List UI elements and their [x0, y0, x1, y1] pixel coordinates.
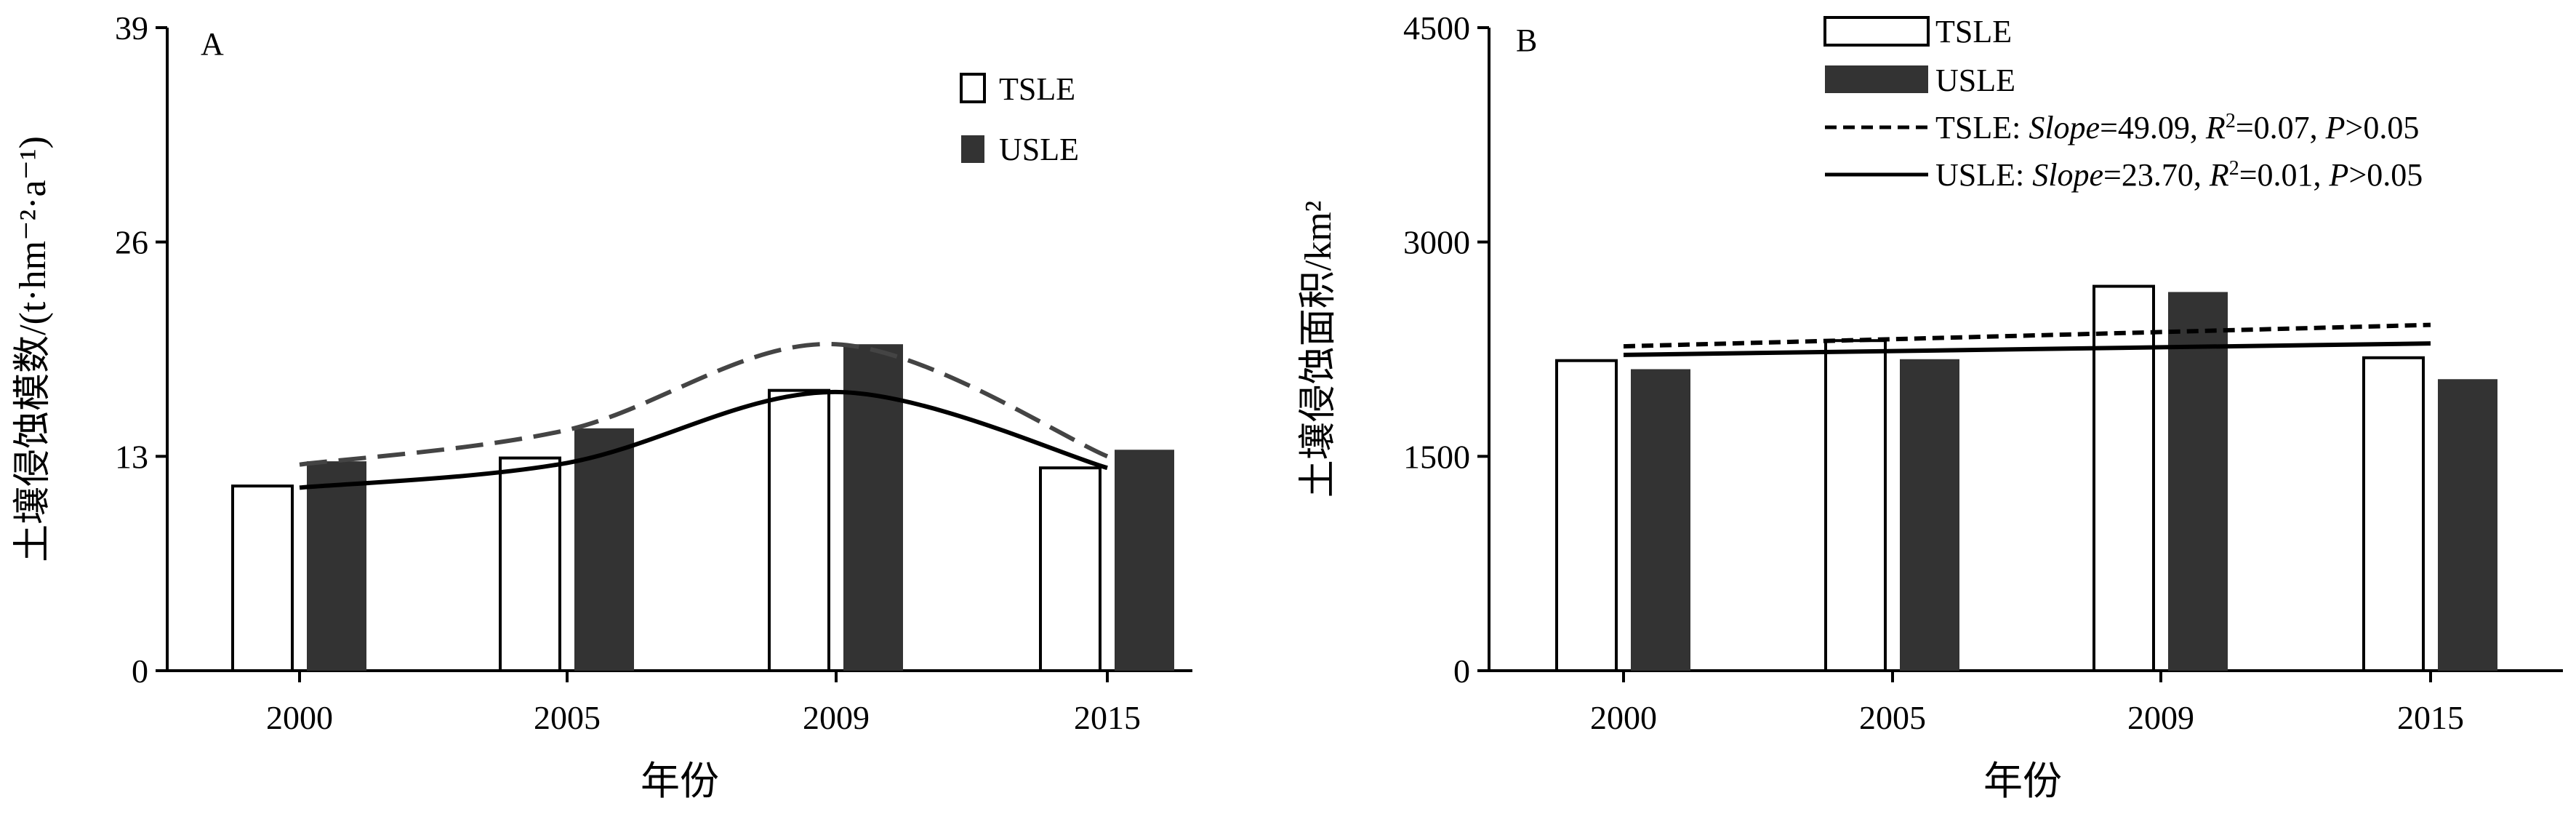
panel-a-bars: [231, 344, 1174, 673]
panel-a-trend-line-tsle: [299, 342, 1109, 467]
panel-a-legend-swatch-tsle: [960, 73, 986, 103]
panel-a-bar-tsle: [768, 388, 830, 673]
panel-a-x-tick-label: 2015: [1074, 699, 1141, 736]
panel-a-bar-usle: [574, 428, 634, 671]
panel-b-legend-label-usle: USLE: [1935, 63, 2015, 98]
panel-a-x-tick-label: 2005: [534, 699, 601, 736]
panel-a-y-tick-label: 0: [132, 653, 148, 690]
panel-b-legend-label-tsle: TSLE: [1935, 14, 2012, 49]
panel-b-x-tick-label: 2015: [2397, 699, 2464, 736]
panel-b-legend: TSLE USLE TSLE: Slope=49.09, R2=0.07, P>…: [1823, 14, 2423, 193]
panel-a-x-ticks: 2000 2005 2009 2015: [266, 671, 1141, 736]
panel-b-x-tick-label: 2000: [1590, 699, 1657, 736]
panel-b-x-tick-label: 2009: [2127, 699, 2194, 736]
panel-a-legend-label-tsle: TSLE: [999, 71, 1075, 107]
panel-a-letter: A: [201, 26, 224, 62]
panel-b-bar-usle: [1631, 369, 1690, 671]
panel-b-trend-line-tsle: [1623, 322, 2431, 349]
panel-b-x-tick-label: 2005: [1859, 699, 1926, 736]
panel-b-trend-lines: [1623, 322, 2431, 357]
panel-b-legend-swatch-usle: [1825, 65, 1928, 93]
panel-b-y-tick-label: 3000: [1403, 224, 1470, 261]
panel-b-letter: B: [1516, 23, 1537, 58]
panel-a-trend-lines: [299, 342, 1109, 490]
panel-b-bars: [1555, 284, 2497, 672]
panel-a-legend-swatch-usle: [961, 135, 984, 163]
panel-a-bar-tsle: [499, 456, 561, 672]
panel-a-y-tick-label: 13: [115, 438, 148, 475]
panel-b-x-ticks: 2000 2005 2009 2015: [1590, 671, 2464, 736]
panel-a-y-tick-label: 26: [115, 224, 148, 261]
panel-b-y-axis-label: 土壤侵蚀面积/km²: [1298, 201, 1339, 498]
panel-a-bar-usle: [1115, 450, 1174, 671]
panel-b-y-tick-label: 0: [1453, 653, 1470, 690]
panel-b-legend-label-tsle-trend: TSLE: Slope=49.09, R2=0.07, P>0.05: [1935, 110, 2419, 146]
panel-a-y-axis-label: 土壤侵蚀模数/(t·hm⁻²·a⁻¹): [12, 136, 54, 562]
panel-a-y-ticks: 0 13 26 39: [115, 9, 167, 690]
panel-b-legend-swatch-tsle: [1823, 16, 1930, 47]
panel-b-bar-tsle: [1555, 359, 1618, 672]
panel-b-trend-line-usle: [1623, 341, 2431, 357]
panel-b-y-tick-label: 1500: [1403, 438, 1470, 475]
panel-a-legend: TSLE USLE: [960, 71, 1079, 167]
panel-a-trend-line-usle: [299, 389, 1108, 490]
panel-b-x-axis-label: 年份: [1983, 759, 2062, 803]
panel-a-bar-tsle: [1039, 466, 1102, 672]
panel-a-legend-label-usle: USLE: [999, 132, 1079, 167]
panel-b-bar-usle: [2168, 292, 2228, 671]
panel-a-x-axis-label: 年份: [641, 759, 719, 803]
panel-b-y-tick-label: 4500: [1403, 9, 1470, 47]
panel-a-bar-usle: [307, 461, 366, 671]
panel-b-y-ticks: 0 1500 3000 4500: [1403, 9, 1489, 690]
panel-b-legend-label-usle-trend: USLE: Slope=23.70, R2=0.01, P>0.05: [1935, 157, 2423, 193]
panel-b-bar-usle: [2438, 379, 2497, 671]
panel-b-bar-tsle: [2093, 284, 2155, 672]
panel-a-y-tick-label: 39: [115, 9, 148, 47]
panel-b-bar-tsle: [1824, 339, 1887, 672]
panel-b-bar-tsle: [2362, 356, 2425, 672]
panel-a-bar-tsle: [231, 484, 294, 673]
panel-a-x-tick-label: 2009: [803, 699, 870, 736]
panel-a-x-tick-label: 2000: [266, 699, 333, 736]
panel-b-bar-usle: [1900, 359, 1959, 671]
